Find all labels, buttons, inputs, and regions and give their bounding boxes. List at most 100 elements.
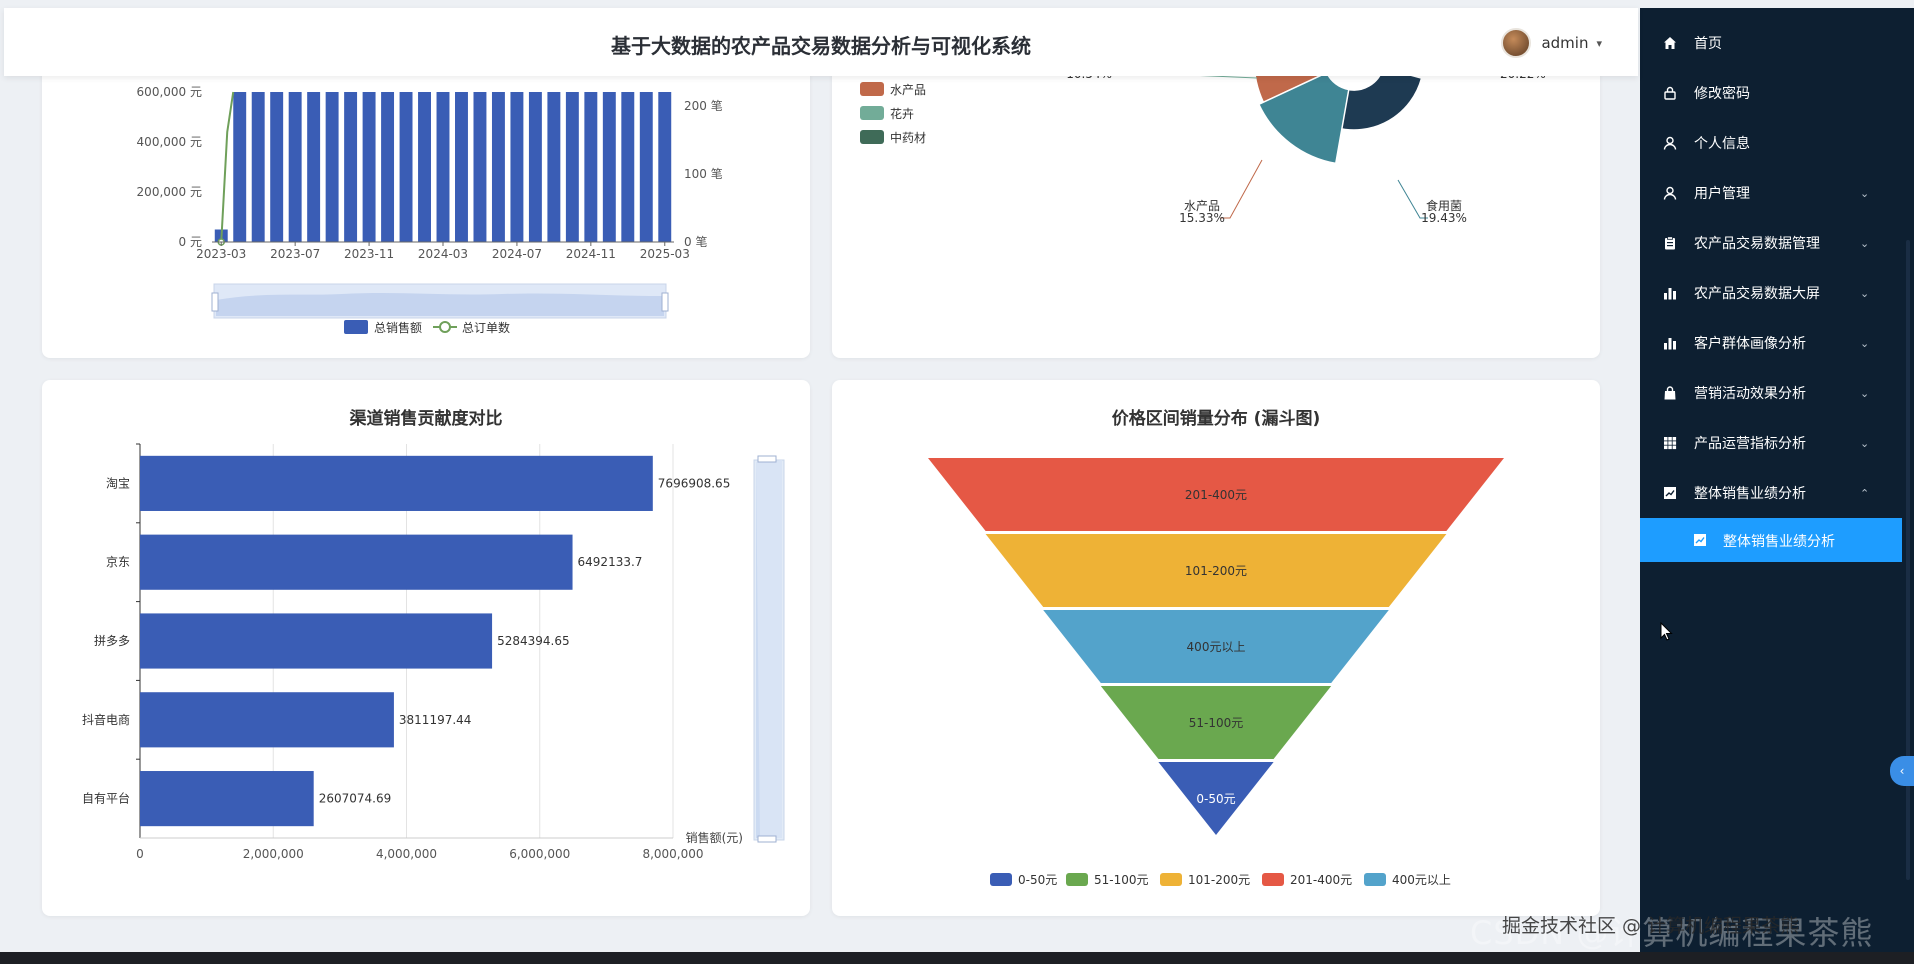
username[interactable]: admin	[1541, 34, 1589, 52]
sales-trend-chart: 0 元 200,000 元 400,000 元 600,000 元 0 笔 100 笔 20…	[137, 85, 723, 335]
bar	[621, 92, 635, 242]
bar	[307, 92, 321, 242]
bar	[584, 92, 598, 242]
bar	[639, 92, 653, 242]
zoom-slider-preview	[216, 293, 664, 316]
bar-chart-icon	[1662, 285, 1678, 301]
legend-swatch	[1364, 873, 1386, 886]
slice-name-label: 食用菌	[1426, 198, 1462, 213]
chevron-down-icon: ⌄	[1860, 236, 1870, 250]
chevron-down-icon: ⌄	[1860, 386, 1870, 400]
price-funnel-card: 价格区间销量分布 (漏斗图) 201-400元 101-200元 400元以上 51-…	[832, 380, 1600, 916]
sidebar-item-home[interactable]: 首页	[1640, 18, 1902, 68]
sidebar-scrollbar[interactable]	[1906, 240, 1910, 880]
funnel-label: 101-200元	[1185, 564, 1247, 578]
sales-trend-card: 0 元 200,000 元 400,000 元 600,000 元 0 笔 100 笔 20…	[42, 40, 810, 358]
label-leader-line	[1397, 179, 1428, 219]
bar	[602, 92, 616, 242]
x-tick-label: 2024-03	[418, 247, 468, 261]
bar	[436, 92, 450, 242]
page-title: 基于大数据的农产品交易数据分析与可视化系统	[611, 34, 1031, 58]
sidebar-item-trade-data-management[interactable]: 农产品交易数据管理 ⌄	[1640, 218, 1902, 268]
clipboard-icon	[1662, 235, 1678, 251]
sidebar-item-customer-profile[interactable]: 客户群体画像分析 ⌄	[1640, 318, 1902, 368]
top-header: 基于大数据的农产品交易数据分析与可视化系统 admin ▾	[4, 8, 1638, 76]
label-leader-line	[1220, 159, 1263, 219]
bar	[381, 92, 395, 242]
grid-icon	[1662, 435, 1678, 451]
sidebar-item-label: 客户群体画像分析	[1694, 336, 1806, 352]
slice-name-label: 水产品	[1184, 199, 1220, 213]
sidebar-item-label: 个人信息	[1694, 136, 1750, 152]
x-tick-label: 8,000,000	[642, 847, 703, 861]
sidebar-item-marketing-analysis[interactable]: 营销活动效果分析 ⌄	[1640, 368, 1902, 418]
legend-label: 400元以上	[1392, 873, 1451, 887]
category-pie-card: 食用菌水产品花卉中药材花卉10.54%水果20.22%水产品15.33%食用菌1…	[832, 40, 1600, 358]
x-tick-label: 4,000,000	[376, 847, 437, 861]
bar	[344, 92, 358, 242]
bar-value-label: 2607074.69	[319, 792, 392, 806]
bar	[140, 692, 394, 748]
bar-value-label: 6492133.7	[578, 555, 643, 569]
chevron-down-icon: ⌄	[1860, 336, 1870, 350]
bar	[270, 92, 284, 242]
chevron-down-icon[interactable]: ▾	[1596, 36, 1602, 50]
bar	[140, 455, 653, 511]
x-tick-label: 2023-07	[270, 247, 320, 261]
y-tick-label: 0 笔	[684, 234, 707, 249]
bar	[325, 92, 339, 242]
sidebar-item-label: 营销活动效果分析	[1694, 386, 1806, 402]
sidebar-subitem-sales-performance[interactable]: 整体销售业绩分析	[1640, 518, 1902, 562]
legend-swatch	[1262, 873, 1284, 886]
bar	[658, 92, 672, 242]
user-icon	[1662, 185, 1678, 201]
funnel-label: 400元以上	[1187, 640, 1246, 654]
funnel-label: 51-100元	[1189, 716, 1244, 730]
bar	[362, 92, 376, 242]
category-pie-chart: 食用菌水产品花卉中药材花卉10.54%水果20.22%水产品15.33%食用菌1…	[860, 40, 1546, 225]
x-tick-label: 2024-11	[566, 247, 616, 261]
x-tick-label: 2023-03	[196, 247, 246, 261]
avatar[interactable]	[1501, 28, 1532, 58]
slice-percent-label: 15.33%	[1179, 211, 1225, 225]
chart-title: 价格区间销量分布 (漏斗图)	[1111, 409, 1321, 429]
user-menu[interactable]: admin ▾	[1501, 28, 1602, 58]
legend-swatch	[1160, 873, 1182, 886]
legend-label: 101-200元	[1188, 873, 1250, 887]
bar-value-label: 7696908.65	[658, 476, 731, 490]
collapse-sidebar-button[interactable]: ‹	[1890, 756, 1914, 786]
sidebar-item-change-password[interactable]: 修改密码	[1640, 68, 1902, 118]
sidebar-item-user-management[interactable]: 用户管理 ⌄	[1640, 168, 1902, 218]
legend-swatch	[860, 82, 884, 96]
sidebar-item-label: 修改密码	[1694, 86, 1750, 102]
funnel-segment	[985, 534, 1447, 607]
category-label: 自有平台	[82, 791, 130, 806]
chevron-down-icon: ⌄	[1860, 186, 1870, 200]
mouse-cursor-icon	[1660, 621, 1674, 646]
sidebar-item-product-metrics[interactable]: 产品运营指标分析 ⌄	[1640, 418, 1902, 468]
sidebar-item-trade-dashboard[interactable]: 农产品交易数据大屏 ⌄	[1640, 268, 1902, 318]
category-label: 京东	[106, 555, 130, 569]
pie-slice	[1257, 71, 1350, 165]
pie-slice	[1334, 66, 1423, 131]
watermark: 掘金技术社区 @ 计算机编程果茶熊	[1502, 915, 1800, 937]
x-tick-label: 2023-11	[344, 247, 394, 261]
bar	[140, 534, 573, 590]
bar	[233, 92, 247, 242]
legend-swatch	[439, 321, 451, 333]
home-icon	[1662, 35, 1678, 51]
funnel-segment	[1100, 686, 1332, 759]
sidebar-item-profile[interactable]: 个人信息	[1640, 118, 1902, 168]
legend-label: 总销售额	[374, 320, 422, 335]
chevron-up-icon: ⌃	[1860, 486, 1870, 500]
sidebar-item-sales-performance[interactable]: 整体销售业绩分析 ⌃	[1640, 468, 1902, 518]
sidebar-item-label: 整体销售业绩分析	[1694, 486, 1806, 502]
x-tick-label: 0	[136, 847, 144, 861]
zoom-slider-preview	[756, 460, 782, 838]
bar-chart-icon	[1662, 335, 1678, 351]
y-tick-label: 400,000 元	[137, 135, 202, 149]
funnel-segment	[1043, 610, 1389, 683]
legend-swatch	[860, 130, 884, 144]
legend-label: 水产品	[890, 83, 926, 97]
sidebar-item-label: 首页	[1694, 36, 1722, 52]
